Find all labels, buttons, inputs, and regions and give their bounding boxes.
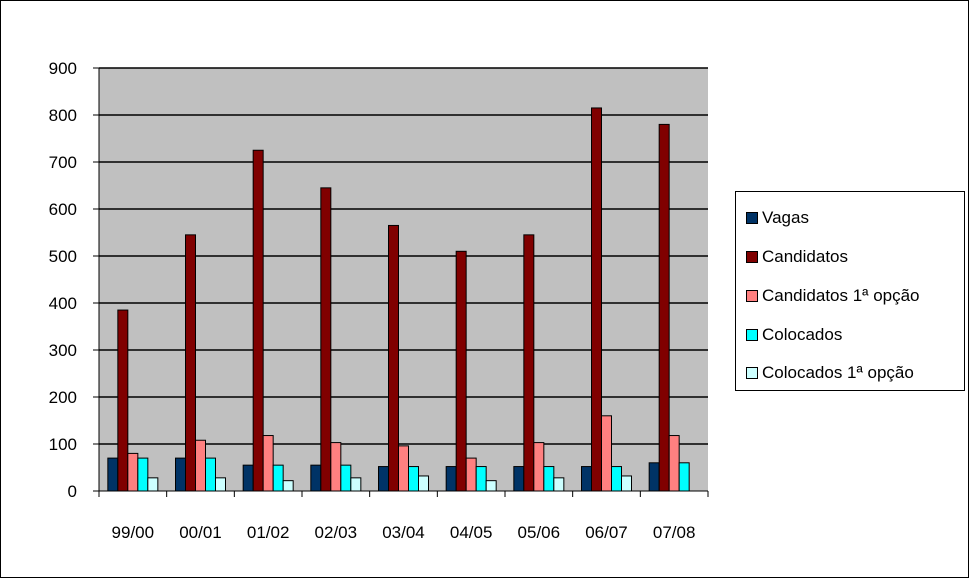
legend-label: Candidatos 1ª opção — [762, 286, 920, 305]
bar — [523, 234, 535, 492]
bar — [117, 309, 129, 492]
bar — [388, 224, 399, 492]
bar — [658, 123, 670, 492]
bar — [668, 435, 680, 492]
bar — [137, 457, 149, 492]
x-tick-label: 02/03 — [315, 523, 358, 542]
bar — [445, 466, 457, 492]
bar — [513, 466, 525, 492]
x-tick-labels: 99/00 00/01 01/02 02/03 03/04 04/05 05/06 06/07… — [112, 523, 696, 542]
axes — [93, 67, 709, 497]
y-tick-label: 800 — [49, 106, 77, 125]
y-tick-label: 200 — [49, 388, 77, 407]
legend-label: Colocados — [762, 325, 843, 344]
bar — [398, 445, 409, 492]
x-tick-label: 99/00 — [112, 523, 155, 542]
bar — [185, 234, 196, 492]
x-tick-label: 06/07 — [585, 523, 628, 542]
bar — [601, 415, 612, 492]
bar — [648, 462, 660, 492]
chart-legend: Vagas Candidatos Candidatos 1ª opção Col… — [735, 191, 965, 391]
bar — [272, 464, 284, 492]
bar — [195, 439, 206, 492]
bar — [205, 457, 216, 492]
legend-swatch — [746, 290, 758, 302]
bar — [543, 466, 555, 492]
y-tick-labels: 0 100 200 300 400 500 600 700 800 900 — [49, 59, 77, 501]
x-tick-label: 01/02 — [247, 523, 290, 542]
bar — [282, 480, 294, 492]
bar — [175, 457, 186, 492]
legend-item-vagas: Vagas — [746, 207, 809, 229]
legend-item-candidatos-1a-opcao: Candidatos 1ª opção — [746, 285, 920, 307]
bar — [465, 457, 477, 492]
bar — [127, 452, 139, 492]
legend-swatch — [746, 329, 758, 341]
bar — [107, 457, 119, 492]
legend-label: Colocados 1ª opção — [762, 363, 914, 382]
bar — [418, 475, 429, 492]
y-tick-label: 300 — [49, 341, 77, 360]
bar — [350, 477, 362, 492]
bar — [147, 477, 159, 492]
bar — [475, 466, 487, 492]
bar — [378, 466, 389, 492]
legend-item-candidatos: Candidatos — [746, 246, 848, 268]
bar — [408, 466, 419, 492]
legend-label: Vagas — [762, 208, 809, 227]
bar — [678, 462, 690, 492]
bar — [485, 480, 497, 492]
y-tick-label: 500 — [49, 247, 77, 266]
bar — [533, 442, 545, 492]
legend-item-colocados: Colocados — [746, 324, 842, 346]
bar — [621, 475, 632, 492]
y-tick-label: 400 — [49, 294, 77, 313]
x-tick-label: 07/08 — [653, 523, 696, 542]
bar — [320, 187, 332, 492]
legend-swatch — [746, 212, 758, 224]
x-tick-label: 00/01 — [179, 523, 222, 542]
y-tick-label: 900 — [49, 59, 77, 78]
x-tick-label: 05/06 — [518, 523, 561, 542]
bar — [242, 464, 254, 492]
bar — [330, 442, 342, 492]
series-1 — [117, 107, 670, 492]
bar — [262, 435, 274, 492]
bar — [553, 477, 565, 492]
x-tick-label: 04/05 — [450, 523, 493, 542]
y-tick-label: 0 — [68, 482, 77, 501]
y-tick-label: 100 — [49, 435, 77, 454]
bars — [107, 107, 690, 492]
legend-swatch — [746, 367, 758, 379]
bar — [340, 464, 352, 492]
legend-label: Candidatos — [762, 247, 849, 266]
y-tick-label: 600 — [49, 200, 77, 219]
legend-item-colocados-1a-opcao: Colocados 1ª opção — [746, 362, 914, 384]
y-tick-label: 700 — [49, 153, 77, 172]
x-tick-label: 03/04 — [382, 523, 425, 542]
bar — [581, 466, 592, 492]
bar — [215, 477, 226, 492]
bar — [252, 149, 264, 492]
bar — [310, 464, 322, 492]
bar — [455, 250, 467, 492]
bar — [611, 466, 622, 492]
bar — [591, 107, 602, 492]
legend-swatch — [746, 251, 758, 263]
